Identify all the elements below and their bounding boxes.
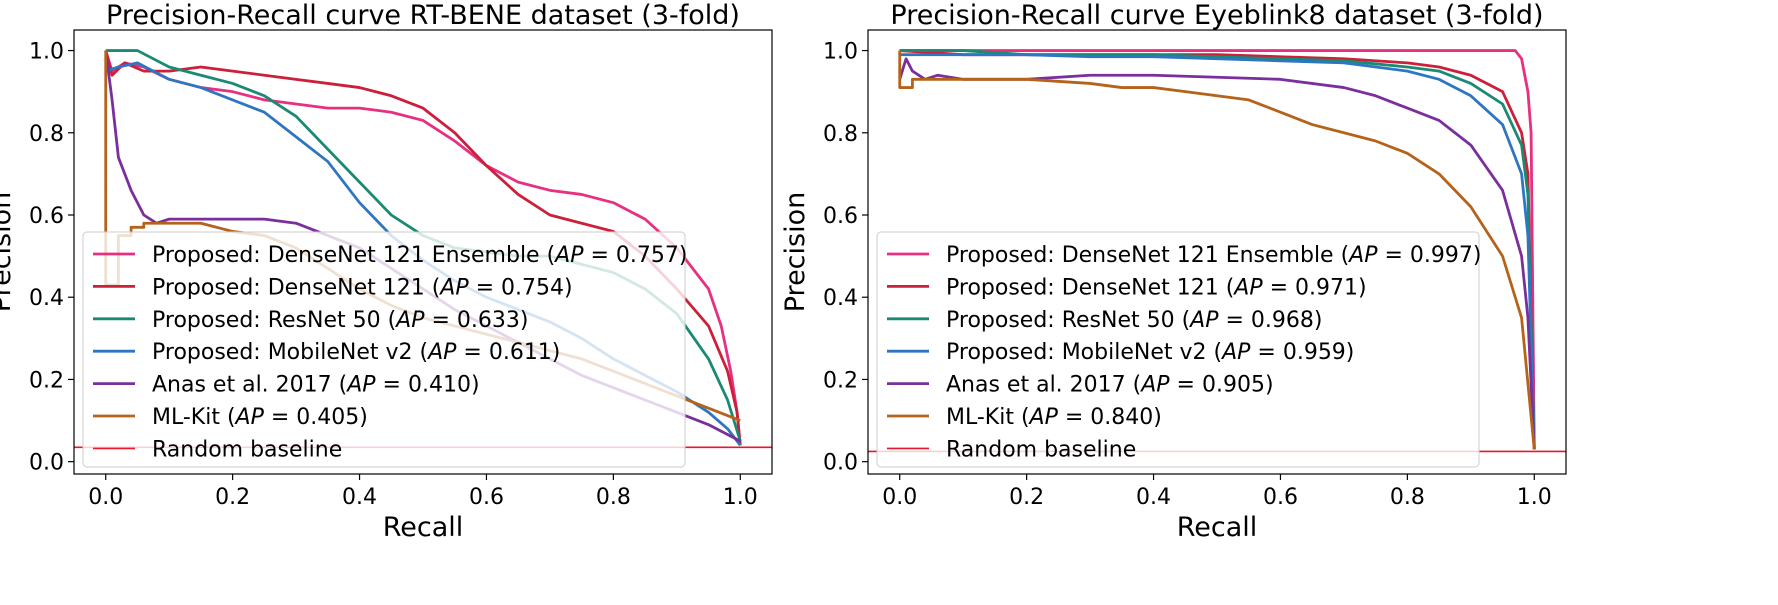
legend-item: ML-Kit (AP = 0.405) [93, 405, 368, 430]
legend-label: Proposed: ResNet 50 (AP = 0.968) [946, 308, 1322, 333]
legend-item: Anas et al. 2017 (AP = 0.905) [887, 373, 1274, 398]
x-tick-label: 0.8 [1390, 485, 1425, 510]
y-tick-label: 0.2 [29, 368, 64, 393]
y-tick-label: 1.0 [29, 40, 64, 65]
x-tick-label: 0.6 [469, 485, 504, 510]
x-axis-label: Recall [1177, 512, 1258, 543]
legend-item: Proposed: DenseNet 121 (AP = 0.971) [887, 275, 1367, 300]
legend-box [82, 231, 686, 468]
y-tick-label: 0.6 [29, 204, 64, 229]
x-axis-label: Recall [383, 512, 464, 543]
chart-title: Precision-Recall curve RT-BENE dataset (… [106, 0, 740, 31]
x-tick-label: 1.0 [1517, 485, 1552, 510]
legend-box [876, 231, 1480, 468]
y-tick-label: 0.8 [29, 122, 64, 147]
series-line-0 [899, 49, 1536, 450]
legend: Proposed: DenseNet 121 Ensemble (AP = 0.… [876, 231, 1481, 468]
legend-item: Proposed: ResNet 50 (AP = 0.968) [887, 308, 1322, 333]
y-axis-label: Precision [780, 192, 811, 312]
y-tick-label: 0.8 [823, 122, 858, 147]
legend-item-baseline: Random baseline [887, 437, 1136, 462]
series-line-5 [898, 50, 1536, 450]
x-tick-label: 0.2 [215, 485, 250, 510]
legend-label: Proposed: MobileNet v2 (AP = 0.959) [946, 340, 1354, 365]
y-tick-label: 0.4 [29, 286, 64, 311]
legend: Proposed: DenseNet 121 Ensemble (AP = 0.… [82, 231, 687, 468]
legend-label: Proposed: ResNet 50 (AP = 0.633) [152, 308, 528, 333]
series-line-3 [899, 53, 1536, 450]
legend-item: Proposed: DenseNet 121 Ensemble (AP = 0.… [887, 243, 1481, 268]
x-tick-label: 1.0 [723, 485, 758, 510]
legend-item: Proposed: DenseNet 121 (AP = 0.754) [93, 275, 573, 300]
legend-label: Anas et al. 2017 (AP = 0.905) [946, 373, 1274, 398]
legend-item: Anas et al. 2017 (AP = 0.410) [93, 373, 480, 398]
legend-label: ML-Kit (AP = 0.405) [152, 405, 368, 430]
legend-label: ML-Kit (AP = 0.840) [946, 405, 1162, 430]
x-tick-label: 0.4 [1136, 485, 1171, 510]
y-tick-label: 0.0 [29, 451, 64, 476]
legend-label: Anas et al. 2017 (AP = 0.410) [152, 373, 480, 398]
legend-label: Proposed: MobileNet v2 (AP = 0.611) [152, 340, 560, 365]
y-tick-label: 0.6 [823, 204, 858, 229]
x-tick-label: 0.4 [342, 485, 377, 510]
legend-label: Proposed: DenseNet 121 Ensemble (AP = 0.… [152, 243, 687, 268]
legend-label: Proposed: DenseNet 121 Ensemble (AP = 0.… [946, 243, 1481, 268]
legend-item: Proposed: MobileNet v2 (AP = 0.959) [887, 340, 1354, 365]
legend-label: Random baseline [152, 437, 342, 462]
x-tick-label: 0.2 [1009, 485, 1044, 510]
plot-frame [867, 29, 1567, 475]
legend-item: ML-Kit (AP = 0.840) [887, 405, 1162, 430]
chart-rt-bene: Precision-Recall curve RT-BENE dataset (… [0, 0, 773, 543]
plot-frame [73, 29, 773, 475]
legend-label: Proposed: DenseNet 121 (AP = 0.971) [946, 275, 1367, 300]
y-tick-label: 0.4 [823, 286, 858, 311]
y-tick-label: 0.0 [823, 451, 858, 476]
chart-eyeblink8: Precision-Recall curve Eyeblink8 dataset… [780, 0, 1567, 543]
x-tick-label: 0.6 [1263, 485, 1298, 510]
x-tick-label: 0.8 [596, 485, 631, 510]
legend-label: Proposed: DenseNet 121 (AP = 0.754) [152, 275, 573, 300]
legend-item: Proposed: MobileNet v2 (AP = 0.611) [93, 340, 560, 365]
x-tick-label: 0.0 [88, 485, 123, 510]
x-tick-label: 0.0 [882, 485, 917, 510]
legend-item: Proposed: ResNet 50 (AP = 0.633) [93, 308, 528, 333]
legend-item-baseline: Random baseline [93, 437, 342, 462]
chart-title: Precision-Recall curve Eyeblink8 dataset… [890, 0, 1543, 31]
y-tick-label: 0.2 [823, 368, 858, 393]
legend-item: Proposed: DenseNet 121 Ensemble (AP = 0.… [93, 243, 687, 268]
y-tick-label: 1.0 [823, 40, 858, 65]
curves [898, 49, 1536, 450]
y-axis-label: Precision [0, 192, 17, 312]
legend-label: Random baseline [946, 437, 1136, 462]
